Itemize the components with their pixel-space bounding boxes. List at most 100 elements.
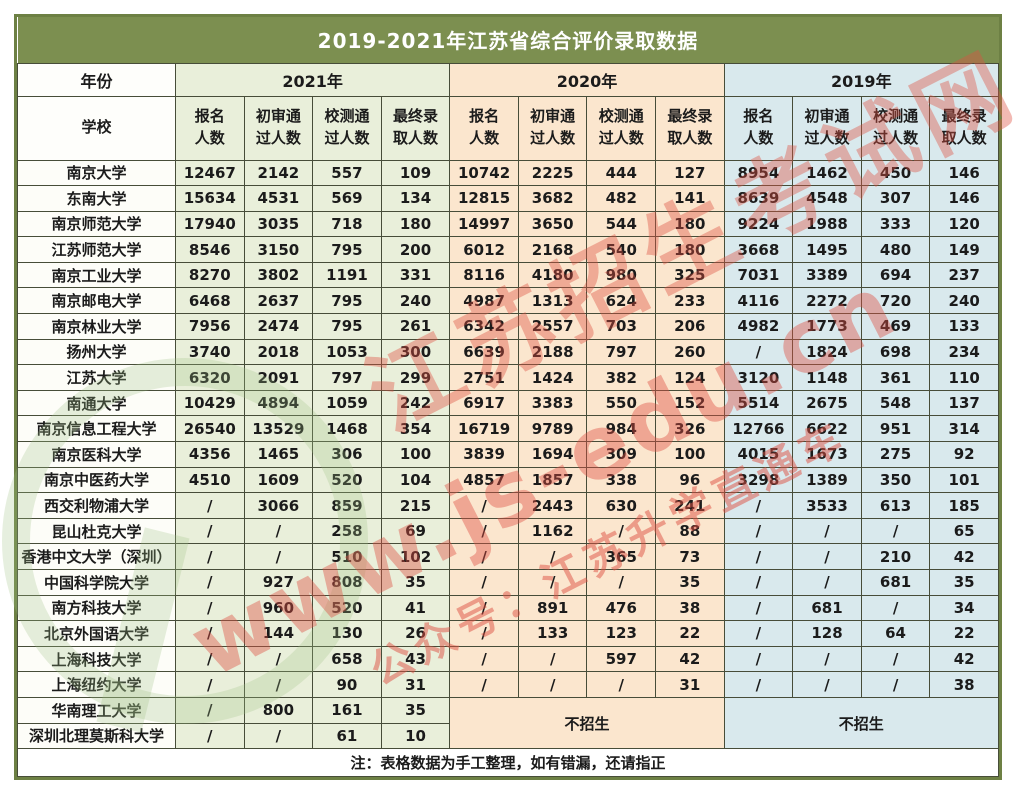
data-cell: 331 bbox=[380, 261, 451, 289]
data-cell: 88 bbox=[655, 517, 725, 545]
data-cell: 984 bbox=[586, 415, 657, 443]
data-cell: 703 bbox=[586, 313, 657, 340]
data-cell: 241 bbox=[655, 492, 725, 519]
data-cell: 124 bbox=[655, 364, 725, 391]
data-cell: 325 bbox=[655, 261, 725, 289]
data-cell: 450 bbox=[860, 159, 931, 187]
data-cell: 338 bbox=[586, 466, 657, 494]
data-cell: 35 bbox=[380, 569, 451, 596]
data-cell: 9224 bbox=[723, 210, 794, 238]
data-cell: / bbox=[860, 594, 931, 622]
data-cell: 260 bbox=[655, 338, 725, 366]
school-name: 北京外国语大学 bbox=[17, 620, 176, 647]
data-cell: 597 bbox=[586, 645, 657, 673]
school-name: 南京大学 bbox=[17, 159, 176, 187]
data-cell: 128 bbox=[792, 620, 862, 647]
table-row: 昆山杜克大学 //258 69/1162/88///65 bbox=[17, 517, 999, 545]
data-cell: / bbox=[723, 671, 794, 698]
table-row: 扬州大学 3740 2018 1053 300 6639 2188 797 260/1824 69… bbox=[17, 338, 999, 366]
table-row: 南京师范大学 17940 3035 718 180 14997 3650 544 180 9224… bbox=[17, 210, 999, 238]
data-cell: / bbox=[175, 671, 245, 698]
table-row: 南京大学 12467 2142 557 109 10742 2225 444 127 8954 14… bbox=[17, 159, 999, 187]
data-cell: 17940 bbox=[175, 210, 245, 238]
data-cell: 2443 bbox=[517, 492, 588, 519]
year-label-cell: 年份 bbox=[17, 62, 176, 97]
data-cell: 354 bbox=[380, 415, 451, 443]
data-cell: 4987 bbox=[449, 287, 519, 315]
data-cell: 234 bbox=[929, 338, 999, 366]
data-cell: 1988 bbox=[792, 210, 862, 238]
data-cell: / bbox=[449, 645, 519, 673]
data-cell: 476 bbox=[586, 594, 657, 622]
data-cell: 96 bbox=[655, 466, 725, 494]
admission-data-table-frame: 2019-2021年江苏省综合评价录取数据 年份 2021年 2020年 201… bbox=[14, 14, 1002, 781]
data-cell: 152 bbox=[655, 389, 725, 417]
data-cell: 2751 bbox=[449, 364, 519, 391]
data-cell: 258 bbox=[312, 517, 382, 545]
data-cell: 1424 bbox=[517, 364, 588, 391]
data-cell: 1162 bbox=[517, 517, 588, 545]
data-cell: 5514 bbox=[723, 389, 794, 417]
data-cell: 130 bbox=[312, 620, 382, 647]
data-cell: 1824 bbox=[792, 338, 862, 366]
data-cell: 980 bbox=[586, 261, 657, 289]
metric-2019-test-pass: 校测通 过人数 bbox=[860, 95, 931, 161]
data-cell: 3066 bbox=[243, 492, 314, 519]
data-cell: 12766 bbox=[723, 415, 794, 443]
data-cell: 569 bbox=[312, 185, 382, 212]
data-cell: / bbox=[517, 543, 588, 570]
data-cell: 1609 bbox=[243, 466, 314, 494]
data-cell: 3298 bbox=[723, 466, 794, 494]
data-cell: 480 bbox=[860, 236, 931, 263]
data-cell: / bbox=[449, 517, 519, 545]
data-cell: / bbox=[723, 517, 794, 545]
data-cell: 6917 bbox=[449, 389, 519, 417]
data-cell: 275 bbox=[860, 441, 931, 468]
data-cell: 8546 bbox=[175, 236, 245, 263]
data-cell: 307 bbox=[860, 185, 931, 212]
data-cell: 64 bbox=[860, 620, 931, 647]
data-cell: 134 bbox=[380, 185, 451, 212]
data-cell: 4894 bbox=[243, 389, 314, 417]
data-cell: / bbox=[723, 645, 794, 673]
data-cell: 61 bbox=[312, 722, 382, 750]
data-cell: / bbox=[723, 569, 794, 596]
page-title: 2019-2021年江苏省综合评价录取数据 bbox=[17, 17, 999, 64]
data-cell: 951 bbox=[860, 415, 931, 443]
data-cell: 16719 bbox=[449, 415, 519, 443]
data-cell: 3389 bbox=[792, 261, 862, 289]
data-cell: 698 bbox=[860, 338, 931, 366]
data-cell: 215 bbox=[380, 492, 451, 519]
data-cell: 261 bbox=[380, 313, 451, 340]
data-cell: 8639 bbox=[723, 185, 794, 212]
data-cell: 90 bbox=[312, 671, 382, 698]
data-cell: 326 bbox=[655, 415, 725, 443]
data-cell: 206 bbox=[655, 313, 725, 340]
school-name: 东南大学 bbox=[17, 185, 176, 212]
title-row: 2019-2021年江苏省综合评价录取数据 bbox=[17, 17, 999, 64]
school-name: 南京信息工程大学 bbox=[17, 415, 176, 443]
school-name: 南京工业大学 bbox=[17, 261, 176, 289]
data-cell: 6639 bbox=[449, 338, 519, 366]
data-cell: / bbox=[449, 620, 519, 647]
data-cell: 101 bbox=[929, 466, 999, 494]
data-cell: 1313 bbox=[517, 287, 588, 315]
data-cell: 4356 bbox=[175, 441, 245, 468]
data-cell: 242 bbox=[380, 389, 451, 417]
school-name: 上海科技大学 bbox=[17, 645, 176, 673]
table-row: 北京外国语大学/144 130 26/133 123 22/128 64 22 bbox=[17, 620, 999, 647]
data-cell: 12815 bbox=[449, 185, 519, 212]
table-row: 南通大学 10429 4894 1059 242 6917 3383 550 152 5514 26… bbox=[17, 389, 999, 417]
data-cell: 350 bbox=[860, 466, 931, 494]
school-name: 南京林业大学 bbox=[17, 313, 176, 340]
data-cell: / bbox=[449, 671, 519, 698]
school-name: 南方科技大学 bbox=[17, 594, 176, 622]
data-cell: 12467 bbox=[175, 159, 245, 187]
metric-2020-initial-pass: 初审通 过人数 bbox=[517, 95, 588, 161]
table-row: 南京中医药大学 4510 1609 520 104 4857 1857 338 96 3298 13… bbox=[17, 466, 999, 494]
data-cell: 3533 bbox=[792, 492, 862, 519]
data-cell: 100 bbox=[655, 441, 725, 468]
data-cell: 65 bbox=[929, 517, 999, 545]
data-cell: 2272 bbox=[792, 287, 862, 315]
data-cell: 694 bbox=[860, 261, 931, 289]
